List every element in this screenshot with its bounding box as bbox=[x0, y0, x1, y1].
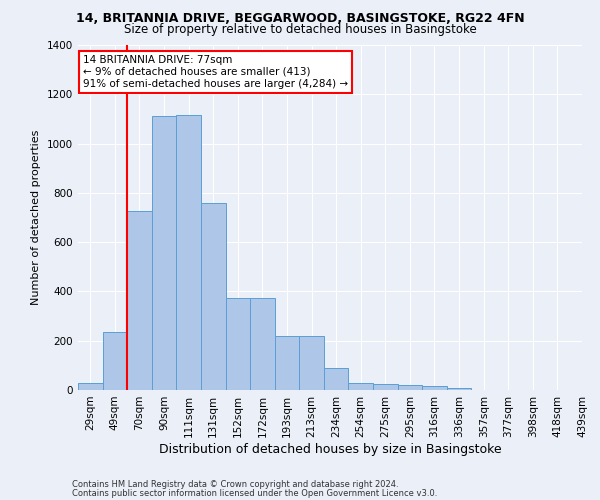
Bar bbox=[226, 298, 250, 390]
Bar bbox=[201, 202, 226, 390]
Bar bbox=[447, 388, 472, 390]
Bar bbox=[398, 385, 422, 390]
Y-axis label: Number of detached properties: Number of detached properties bbox=[31, 130, 41, 305]
Text: Contains public sector information licensed under the Open Government Licence v3: Contains public sector information licen… bbox=[72, 488, 437, 498]
Bar bbox=[373, 384, 398, 390]
Bar bbox=[275, 336, 299, 390]
Bar bbox=[250, 298, 275, 390]
X-axis label: Distribution of detached houses by size in Basingstoke: Distribution of detached houses by size … bbox=[158, 442, 502, 456]
Text: 14, BRITANNIA DRIVE, BEGGARWOOD, BASINGSTOKE, RG22 4FN: 14, BRITANNIA DRIVE, BEGGARWOOD, BASINGS… bbox=[76, 12, 524, 26]
Bar bbox=[324, 368, 349, 390]
Bar bbox=[176, 115, 201, 390]
Bar bbox=[152, 116, 176, 390]
Bar bbox=[422, 386, 447, 390]
Text: Contains HM Land Registry data © Crown copyright and database right 2024.: Contains HM Land Registry data © Crown c… bbox=[72, 480, 398, 489]
Bar bbox=[299, 336, 324, 390]
Bar bbox=[78, 382, 103, 390]
Bar bbox=[103, 332, 127, 390]
Text: Size of property relative to detached houses in Basingstoke: Size of property relative to detached ho… bbox=[124, 24, 476, 36]
Text: 14 BRITANNIA DRIVE: 77sqm
← 9% of detached houses are smaller (413)
91% of semi-: 14 BRITANNIA DRIVE: 77sqm ← 9% of detach… bbox=[83, 56, 348, 88]
Bar bbox=[127, 212, 152, 390]
Bar bbox=[349, 382, 373, 390]
